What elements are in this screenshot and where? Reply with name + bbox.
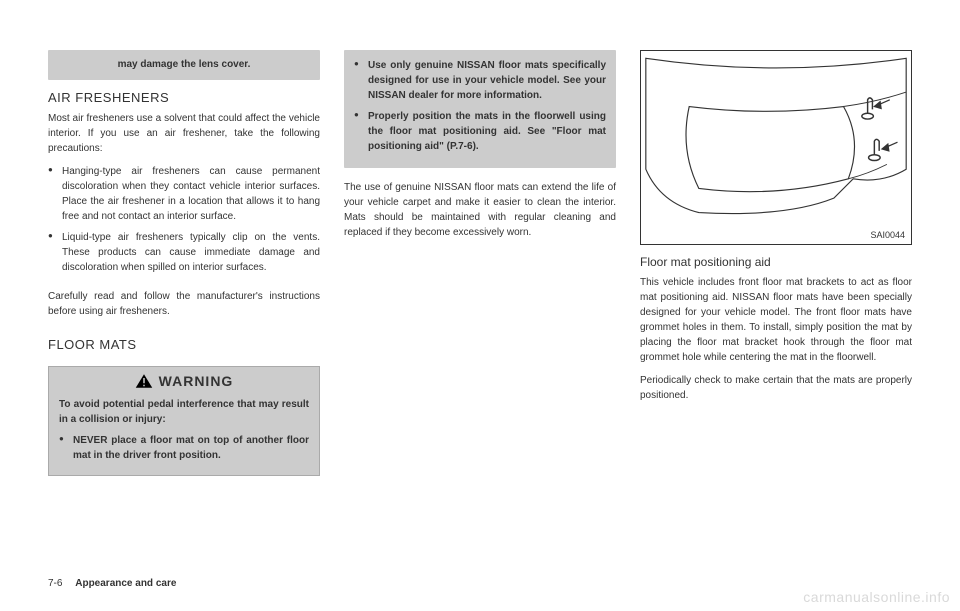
- column-1: may damage the lens cover. AIR FRESHENER…: [48, 50, 320, 530]
- air-bullet-list: Hanging-type air fresheners can cause pe…: [48, 164, 320, 281]
- page-number: 7-6: [48, 578, 62, 589]
- warning-cont-item: Properly position the mats in the floorw…: [354, 109, 606, 154]
- warning-lead: To avoid potential pedal interference th…: [59, 397, 309, 427]
- page-footer: 7-6 Appearance and care: [48, 578, 176, 589]
- positioning-text-1: This vehicle includes front floor mat br…: [640, 275, 912, 365]
- warning-header: WARNING: [49, 367, 319, 391]
- air-followup-text: Carefully read and follow the manufactur…: [48, 289, 320, 319]
- warning-box: WARNING To avoid potential pedal interfe…: [48, 366, 320, 476]
- floor-mat-illustration: [641, 51, 911, 244]
- heading-air-fresheners: AIR FRESHENERS: [48, 90, 320, 105]
- heading-floor-mats: FLOOR MATS: [48, 337, 320, 352]
- warning-triangle-icon: [135, 373, 153, 389]
- mats-description: The use of genuine NISSAN floor mats can…: [344, 180, 616, 240]
- warning-bullet-item: NEVER place a floor mat on top of anothe…: [59, 433, 309, 463]
- air-intro-text: Most air fresheners use a solvent that c…: [48, 111, 320, 156]
- figure-label: SAI0044: [870, 230, 905, 240]
- warning-bullet-list: NEVER place a floor mat on top of anothe…: [59, 433, 309, 463]
- warning-title: WARNING: [159, 373, 234, 389]
- column-2: Use only genuine NISSAN floor mats speci…: [344, 50, 616, 530]
- air-bullet-item: Liquid-type air fresheners typically cli…: [48, 230, 320, 275]
- warning-cont-list: Use only genuine NISSAN floor mats speci…: [354, 58, 606, 154]
- warning-box-continued: Use only genuine NISSAN floor mats speci…: [344, 50, 616, 168]
- caution-text: may damage the lens cover.: [118, 59, 251, 70]
- air-bullet-item: Hanging-type air fresheners can cause pe…: [48, 164, 320, 224]
- warning-cont-item: Use only genuine NISSAN floor mats speci…: [354, 58, 606, 103]
- heading-positioning-aid: Floor mat positioning aid: [640, 255, 912, 269]
- floor-mat-figure: SAI0044: [640, 50, 912, 245]
- manual-page: may damage the lens cover. AIR FRESHENER…: [0, 0, 960, 560]
- column-3: SAI0044 Floor mat positioning aid This v…: [640, 50, 912, 530]
- watermark: carmanualsonline.info: [803, 589, 950, 605]
- warning-body: To avoid potential pedal interference th…: [49, 391, 319, 475]
- section-title: Appearance and care: [75, 578, 176, 589]
- caution-box-continued: may damage the lens cover.: [48, 50, 320, 80]
- positioning-text-2: Periodically check to make certain that …: [640, 373, 912, 403]
